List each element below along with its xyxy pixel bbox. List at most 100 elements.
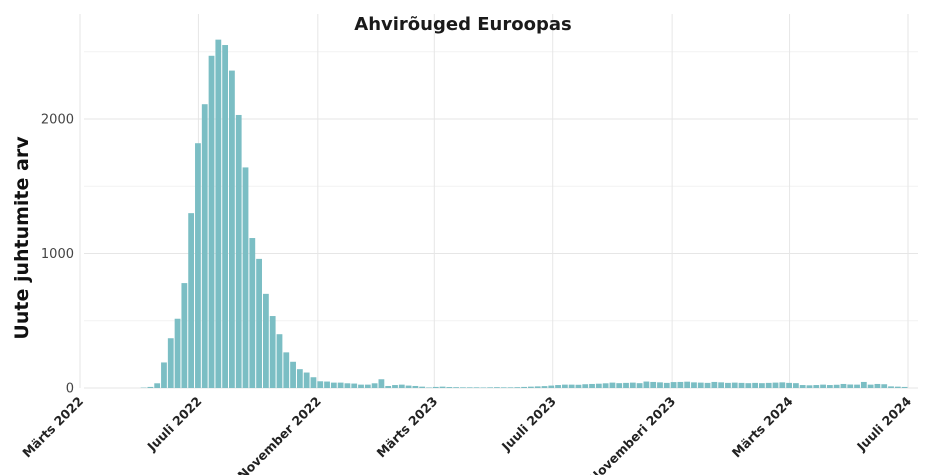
bar	[745, 383, 752, 388]
bar	[731, 382, 738, 388]
bar	[711, 381, 718, 388]
bar	[351, 383, 358, 388]
bar	[385, 385, 392, 388]
bar	[195, 143, 201, 388]
x-axis-ticks: Märts 2022 Juuli 2022 November 2022 Märts 2…	[19, 393, 914, 475]
bar	[894, 386, 901, 388]
bar	[779, 382, 786, 388]
bar	[174, 318, 181, 388]
bar	[629, 382, 636, 388]
bar	[874, 383, 881, 388]
bar	[595, 383, 602, 388]
bar	[276, 334, 283, 388]
bar	[181, 283, 188, 388]
bar	[718, 382, 725, 388]
y-tick-label: 0	[66, 382, 74, 397]
bar	[378, 379, 385, 388]
bar	[813, 385, 820, 388]
bar	[521, 386, 527, 388]
bar	[405, 385, 412, 388]
bar	[222, 45, 229, 389]
bar	[561, 384, 568, 388]
bar	[881, 384, 888, 388]
bar	[147, 386, 154, 388]
bar	[691, 382, 697, 388]
bar	[888, 386, 894, 388]
bar	[534, 386, 541, 388]
bar	[826, 385, 833, 388]
bar	[541, 386, 548, 388]
bar	[663, 382, 670, 388]
x-tick-label: November 2022	[235, 394, 324, 475]
bar	[507, 387, 514, 388]
bar	[867, 384, 874, 388]
bar	[371, 383, 378, 388]
bar	[623, 382, 629, 388]
bar	[704, 382, 711, 388]
x-tick-label: Juuli 2022	[144, 394, 205, 455]
x-tick-label: Märts 2024	[729, 393, 796, 460]
bar	[820, 384, 826, 388]
y-tick-label: 2000	[41, 113, 74, 128]
bar	[847, 384, 854, 388]
bar	[303, 372, 310, 388]
bars	[140, 39, 908, 389]
x-tick-label: Märts 2022	[19, 394, 86, 461]
bar	[324, 381, 330, 388]
bar	[242, 167, 249, 388]
bar	[636, 383, 643, 388]
bar	[833, 384, 840, 388]
bar	[412, 385, 419, 388]
bar	[419, 386, 426, 388]
bar	[527, 386, 534, 388]
bar	[854, 384, 860, 388]
bar	[582, 384, 589, 388]
bar	[602, 383, 609, 388]
bar	[568, 384, 575, 388]
bar	[752, 382, 759, 388]
bar	[446, 387, 453, 388]
bar	[792, 383, 799, 388]
bar	[494, 387, 500, 388]
y-tick-label: 1000	[41, 247, 74, 262]
bar	[548, 385, 555, 388]
bar	[201, 104, 208, 388]
bar	[229, 70, 235, 388]
bar	[589, 383, 595, 388]
bar	[453, 387, 460, 388]
bar	[296, 369, 303, 388]
bar	[161, 362, 167, 388]
bar	[344, 383, 351, 388]
x-tick-label: Juuli 2023	[498, 394, 559, 455]
bar	[500, 387, 507, 388]
bar	[364, 384, 371, 388]
y-axis-label: Uute juhtumite arv	[11, 136, 33, 340]
bar	[487, 387, 494, 388]
bar	[480, 387, 487, 388]
bar	[269, 316, 276, 388]
bar	[806, 385, 813, 388]
bar	[154, 383, 161, 388]
bar	[310, 377, 317, 388]
bar	[840, 383, 847, 388]
bar	[697, 382, 704, 388]
bar	[684, 381, 691, 388]
bar	[439, 386, 446, 388]
bar	[670, 382, 677, 388]
bar	[290, 361, 296, 388]
bar	[188, 213, 195, 388]
bar	[317, 381, 324, 388]
chart-title: Ahvirõuged Euroopas	[354, 14, 571, 35]
bar	[575, 384, 582, 388]
bar	[215, 39, 222, 389]
bar	[473, 387, 480, 388]
bar	[860, 381, 867, 388]
y-axis-ticks: 0 1000 2000	[41, 113, 74, 397]
bar	[616, 383, 623, 388]
bar	[398, 384, 405, 388]
bar	[358, 384, 364, 388]
bar	[426, 387, 432, 388]
bar	[650, 381, 657, 388]
bar	[466, 387, 473, 388]
bar	[901, 386, 908, 388]
